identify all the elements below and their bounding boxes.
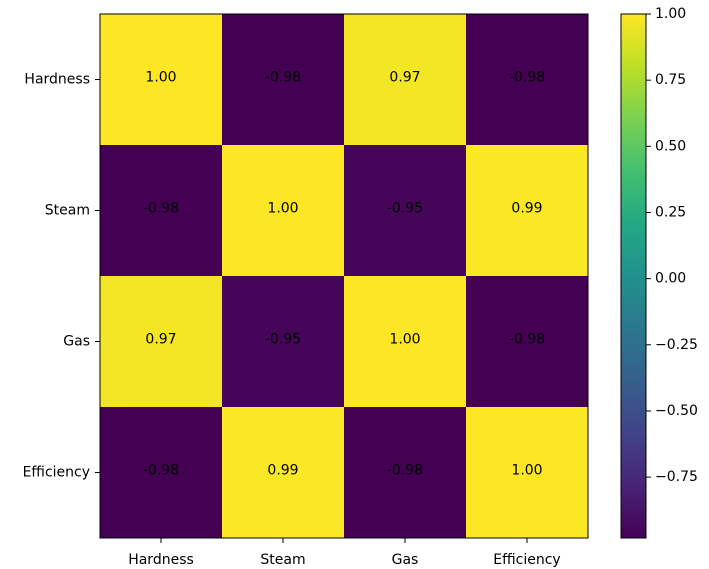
cell-value-label: -0.98 [143, 463, 179, 479]
colorbar-frame [620, 13, 647, 539]
heatmap-cell [466, 276, 588, 407]
heatmap-cells [100, 14, 588, 538]
cell-value-label: 0.99 [511, 201, 542, 217]
cell-value-label: -0.98 [143, 201, 179, 217]
heatmap-cell [344, 276, 466, 407]
cell-value-label: 1.00 [145, 70, 176, 86]
x-tick-label: Gas [392, 552, 419, 568]
heatmap-cell [344, 145, 466, 276]
heatmap-cell [344, 14, 466, 145]
colorbar-tick-label: 0.25 [655, 204, 686, 220]
cell-value-label: -0.98 [509, 332, 545, 348]
cell-value-label: 1.00 [511, 463, 542, 479]
cell-value-label: 1.00 [267, 201, 298, 217]
x-tick-label: Efficiency [493, 552, 560, 568]
cell-value-label: -0.95 [387, 201, 423, 217]
heatmap-cell [222, 14, 344, 145]
plot-frame [99, 13, 589, 539]
heatmap-cell [100, 145, 222, 276]
cell-value-label: 0.97 [389, 70, 420, 86]
cell-value-label: 0.97 [145, 332, 176, 348]
heatmap-cell [222, 276, 344, 407]
cell-value-label: -0.98 [387, 463, 423, 479]
x-tick-label: Steam [260, 552, 305, 568]
colorbar-tick-label: 1.00 [655, 6, 686, 22]
heatmap-cell [100, 407, 222, 538]
colorbar-tick-label: −0.25 [655, 337, 698, 353]
colorbar-tick-label: −0.50 [655, 403, 698, 419]
heatmap-cell [222, 145, 344, 276]
colorbar-ticks: 1.00 0.75 0.50 0.25 0.00 −0.25 −0.50 −0.75 [646, 6, 698, 485]
x-axis: Hardness Steam Gas Efficiency [128, 538, 561, 568]
cell-value-label: -0.95 [265, 332, 301, 348]
y-tick-label: Gas [63, 334, 90, 350]
colorbar-tick-label: 0.50 [655, 138, 686, 154]
colorbar-tick-label: 0.75 [655, 72, 686, 88]
x-tick-label: Hardness [128, 552, 194, 568]
heatmap-cell [466, 14, 588, 145]
cell-value-label: -0.98 [509, 70, 545, 86]
colorbar-gradient [621, 14, 646, 538]
heatmap-cell-labels: 1.00 -0.98 0.97 -0.98 -0.98 1.00 -0.95 0.99 0.97… [143, 70, 545, 479]
colorbar-tick-label: 0.00 [655, 271, 686, 287]
heatmap-cell [100, 14, 222, 145]
y-axis: Hardness Steam Gas Efficiency [23, 72, 100, 481]
heatmap-cell [100, 276, 222, 407]
y-tick-label: Hardness [24, 72, 90, 88]
cell-value-label: 1.00 [389, 332, 420, 348]
cell-value-label: 0.99 [267, 463, 298, 479]
colorbar: 1.00 0.75 0.50 0.25 0.00 −0.25 −0.50 −0.75 [620, 6, 698, 539]
heatmap-cell [466, 145, 588, 276]
heatmap-cell [466, 407, 588, 538]
y-tick-label: Efficiency [23, 465, 90, 481]
colorbar-tick-label: −0.75 [655, 469, 698, 485]
heatmap-cell [344, 407, 466, 538]
y-tick-label: Steam [45, 203, 90, 219]
cell-value-label: -0.98 [265, 70, 301, 86]
heatmap-cell [222, 407, 344, 538]
